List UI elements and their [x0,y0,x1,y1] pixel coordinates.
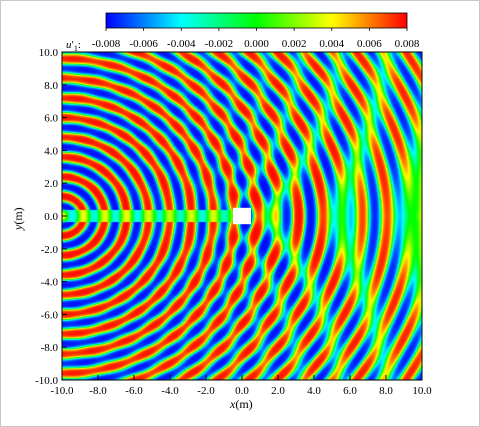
colorbar-tick-label: 0.008 [395,38,420,50]
colorbar-tick-label: -0.008 [92,38,121,50]
colorbar [105,12,408,29]
x-tick-label: 6.0 [343,385,357,397]
x-tick-label: 2.0 [271,385,285,397]
colorbar-tick-label: -0.004 [167,38,196,50]
y-tick-label: 4.0 [44,145,58,157]
colorbar-tick-label: -0.002 [205,38,233,50]
x-axis-var: x [229,397,236,411]
x-tick-label: -4.0 [161,385,179,397]
x-axis-ticks: -10.0 -8.0 -6.0 -4.0 -2.0 0.0 2.0 4.0 6.0 8.0 10.0 [51,375,432,397]
x-axis-title: x(m) [229,397,253,411]
y-tick-label: -8.0 [41,342,59,354]
colorbar-tick-label: -0.006 [129,38,158,50]
x-tick-label: 8.0 [379,385,393,397]
y-tick-label: 10.0 [39,47,59,59]
obstacle-square [233,207,251,225]
colorbar-tick-label: 0.002 [282,38,307,50]
x-tick-label: -6.0 [125,385,143,397]
colorbar-label-sub: 1 [74,44,78,53]
x-tick-label: -10.0 [51,385,74,397]
colorbar-label: u′1: [66,39,81,53]
y-tick-label: -4.0 [41,277,59,289]
y-axis-unit: (m) [11,207,25,224]
x-tick-label: 10.0 [412,385,432,397]
x-tick-label: -8.0 [89,385,107,397]
y-axis-ticks: 10.0 8.0 6.0 4.0 2.0 0.0 -2.0 -4.0 -6.0 -8.0 -10.0 [35,47,67,387]
y-tick-label: 2.0 [44,178,58,190]
colorbar-label-prime: ′ [72,39,74,51]
colorbar-tick-label: 0.006 [357,38,382,50]
colorbar-label-suffix: : [78,39,81,51]
y-tick-label: 8.0 [44,80,58,92]
colorbar-label-symbol: u [66,39,72,51]
x-tick-label: -2.0 [197,385,215,397]
y-tick-label: -6.0 [41,309,59,321]
y-axis-var: y [11,224,25,231]
colorbar-tick-label: 0.000 [244,38,269,50]
y-axis-title: y(m) [11,207,25,231]
x-tick-label: 0.0 [235,385,249,397]
y-tick-label: -10.0 [35,375,58,387]
y-tick-label: 6.0 [44,113,58,125]
colorbar-tick-label: 0.004 [319,38,344,50]
colorbar-ticks: -0.008 -0.006 -0.004 -0.002 0.000 0.002 0.004 0… [92,28,420,50]
x-tick-label: 4.0 [307,385,321,397]
y-tick-label: 0.0 [44,211,58,223]
y-tick-label: -2.0 [41,244,59,256]
x-axis-unit: (m) [235,397,252,411]
